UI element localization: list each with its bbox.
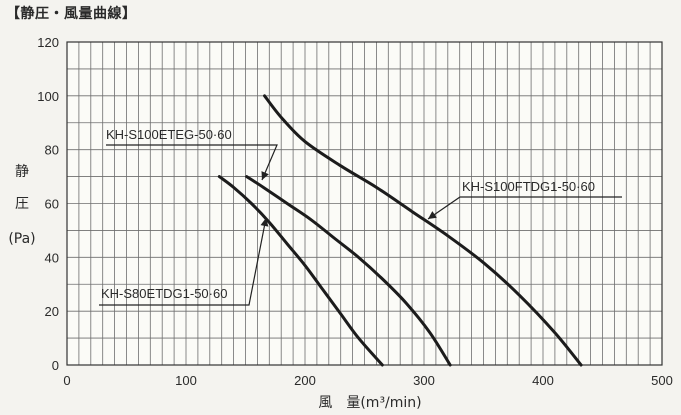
x-tick-label: 500 xyxy=(651,373,673,388)
x-tick-label: 200 xyxy=(294,373,316,388)
y-tick-label: 80 xyxy=(45,143,59,158)
y-axis-label: 静 xyxy=(15,164,29,180)
x-tick-label: 300 xyxy=(413,373,435,388)
callout-s100eteg-arrowhead xyxy=(261,171,269,180)
y-tick-label: 20 xyxy=(45,304,59,319)
series-line-s80etdg1 xyxy=(217,175,384,367)
callout-s100ftdg1-arrowhead xyxy=(428,211,437,219)
series-line-s100eteg xyxy=(245,175,452,367)
x-axis-label: 風 量(m³/min) xyxy=(318,395,421,411)
x-tick-label: 400 xyxy=(532,373,554,388)
callout-s100ftdg1-leader xyxy=(427,196,622,220)
callout-s80etdg1-label: KH-S80ETDG1-50·60 xyxy=(101,286,227,301)
y-tick-label: 40 xyxy=(45,250,59,265)
series-line-s100ftdg1 xyxy=(263,94,583,367)
y-tick-label: 120 xyxy=(37,35,59,50)
callout-s80etdg1-arrowhead xyxy=(260,218,269,227)
y-tick-label: 100 xyxy=(37,89,59,104)
y-axis-label: (Pa) xyxy=(8,231,35,247)
callout-s80etdg1-leader xyxy=(99,217,267,306)
chart-title: 【静圧・風量曲線】 xyxy=(6,6,137,22)
callout-s100eteg-leader xyxy=(106,144,278,181)
y-axis-label: 圧 xyxy=(15,196,29,212)
plot-frame xyxy=(66,41,663,366)
x-tick-label: 0 xyxy=(63,373,70,388)
callout-s100eteg-label: KH-S100ETEG-50·60 xyxy=(106,127,232,142)
y-tick-label: 0 xyxy=(52,358,59,373)
callout-s100ftdg1-label: KH-S100FTDG1-50·60 xyxy=(462,179,595,194)
x-tick-label: 100 xyxy=(175,373,197,388)
y-tick-label: 60 xyxy=(45,197,59,212)
